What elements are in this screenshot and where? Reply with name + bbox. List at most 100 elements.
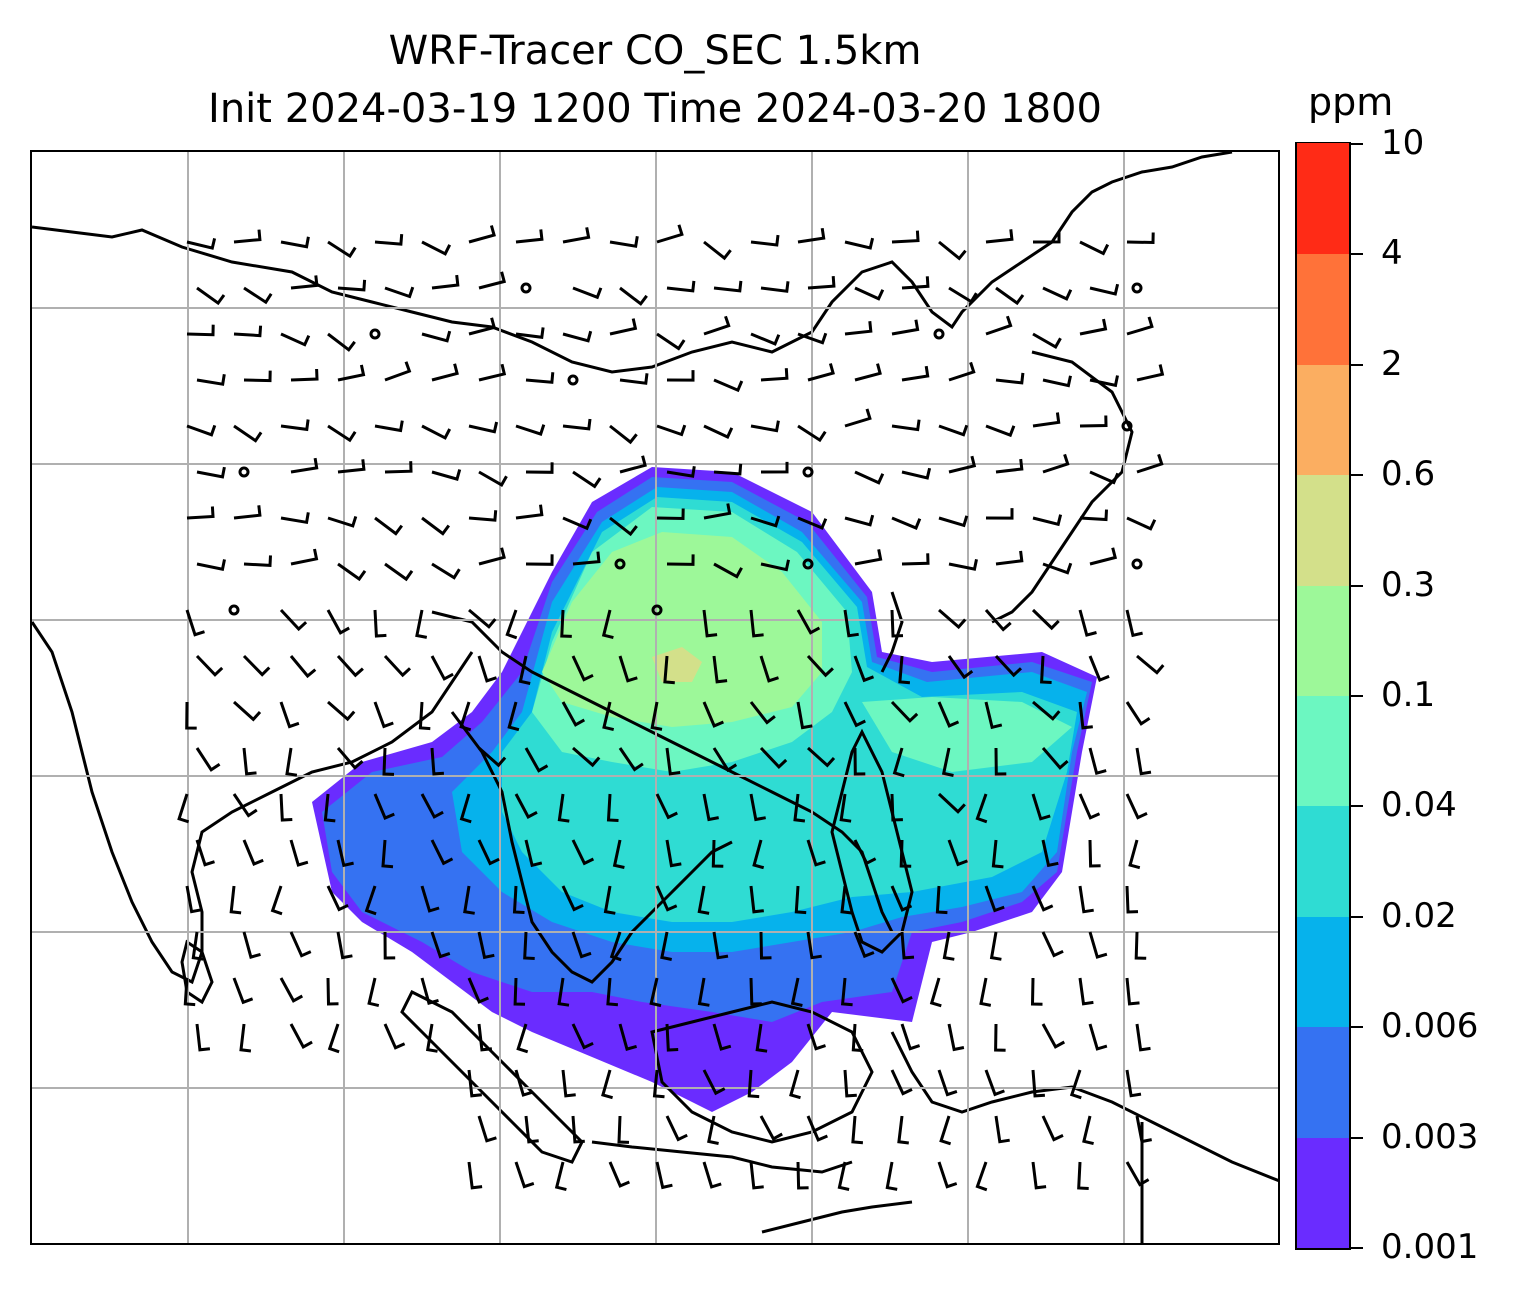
wind-barb — [1031, 608, 1060, 631]
wind-barb — [995, 550, 1024, 566]
wind-barb — [463, 885, 475, 915]
wind-barb — [572, 470, 602, 489]
wind-barb — [984, 885, 1005, 913]
wind-barb — [1078, 701, 1093, 730]
wind-barb — [1031, 1161, 1047, 1190]
wind-barb — [1136, 453, 1164, 474]
wind-barb — [900, 931, 915, 960]
wind-barb — [606, 793, 619, 822]
wind-barb — [279, 701, 300, 729]
wind-barb — [571, 931, 592, 959]
wind-barb — [750, 332, 781, 346]
wind-barb — [195, 747, 221, 772]
calm-wind-marker — [802, 466, 814, 478]
wind-barb — [797, 332, 828, 345]
wind-barb — [1042, 286, 1073, 301]
wind-barb — [561, 701, 586, 727]
colorbar-tick-label: 0.001 — [1381, 1227, 1479, 1267]
wind-barb — [290, 275, 319, 290]
wind-barb — [459, 701, 472, 732]
wind-barb — [512, 885, 525, 914]
calm-wind-marker — [1121, 420, 1133, 432]
wind-barb — [984, 609, 1012, 632]
wind-barb — [1125, 609, 1143, 638]
wind-barb — [1032, 332, 1062, 349]
wind-barb — [947, 839, 968, 867]
wind-barb — [233, 505, 262, 520]
wind-barb — [430, 839, 454, 866]
wind-barb — [415, 609, 428, 639]
wind-barb — [750, 420, 780, 433]
wind-barb — [431, 363, 459, 382]
wind-barb — [702, 609, 718, 638]
colorbar-tick — [1351, 143, 1363, 145]
coastline-borneo — [650, 1000, 874, 1144]
wind-barb — [560, 609, 572, 638]
wind-barb — [1041, 1023, 1066, 1049]
wind-barb — [703, 424, 734, 439]
coastline-sumatra — [400, 989, 584, 1164]
wind-barb — [854, 549, 883, 566]
wind-barb — [571, 1023, 594, 1050]
wind-barb — [663, 655, 675, 685]
wind-barb — [1078, 793, 1101, 820]
wind-barb — [806, 839, 826, 867]
wind-barb — [572, 286, 603, 300]
wind-barb — [505, 609, 518, 640]
wind-barb — [337, 279, 367, 292]
wind-barb — [619, 373, 649, 385]
wind-barb — [995, 286, 1025, 306]
colorbar-tick-label: 0.6 — [1381, 454, 1436, 495]
wind-barb — [185, 701, 197, 730]
wind-barb — [554, 1161, 567, 1192]
wind-barb — [995, 458, 1024, 474]
wind-barb — [1032, 514, 1063, 527]
colorbar-tick-label: 4 — [1381, 233, 1403, 274]
wind-barb — [609, 931, 622, 962]
wind-barb — [854, 363, 882, 382]
colorbar-tick — [1351, 1136, 1363, 1139]
wind-barb — [749, 977, 762, 1006]
calm-wind-marker — [802, 558, 814, 570]
wind-barb — [844, 408, 872, 428]
wind-barb — [649, 977, 662, 1008]
wind-barb — [796, 701, 813, 730]
wind-barb — [789, 1069, 801, 1100]
wind-barb — [514, 1161, 535, 1189]
wind-barb — [196, 559, 226, 571]
wind-barb — [747, 1069, 760, 1099]
wind-barb — [994, 1115, 1010, 1144]
wind-barb — [1041, 931, 1064, 958]
wind-barb — [703, 503, 732, 520]
wind-barb — [901, 553, 930, 566]
wind-barb — [524, 1115, 539, 1144]
wind-barb — [1032, 700, 1061, 721]
wind-barb — [1135, 1115, 1152, 1144]
wind-barb — [1088, 839, 1101, 868]
wind-barb — [196, 286, 226, 306]
wind-barb — [837, 1161, 850, 1191]
colorbar-units: ppm — [1308, 80, 1394, 124]
wind-barb — [806, 1023, 826, 1051]
wind-barb — [666, 465, 696, 478]
wind-barb — [994, 1023, 1006, 1052]
wind-barb — [1078, 977, 1094, 1006]
calm-wind-marker — [1131, 558, 1143, 570]
wind-barb — [421, 240, 452, 256]
wind-barb — [619, 455, 647, 474]
wind-barb — [1031, 1069, 1046, 1098]
wind-barb — [656, 508, 685, 521]
wind-barb — [844, 237, 875, 250]
wind-barb — [609, 236, 639, 248]
wind-barb — [938, 240, 967, 261]
wind-barb — [1125, 1069, 1142, 1098]
wind-barb — [478, 547, 506, 566]
wind-barb — [601, 609, 614, 640]
wind-barb — [612, 839, 625, 869]
wind-barb — [1125, 977, 1140, 1006]
wind-barb — [478, 271, 507, 290]
wind-barb — [665, 747, 681, 776]
wind-barb — [749, 609, 764, 638]
wind-barb — [941, 747, 954, 777]
wind-barb — [186, 506, 215, 520]
